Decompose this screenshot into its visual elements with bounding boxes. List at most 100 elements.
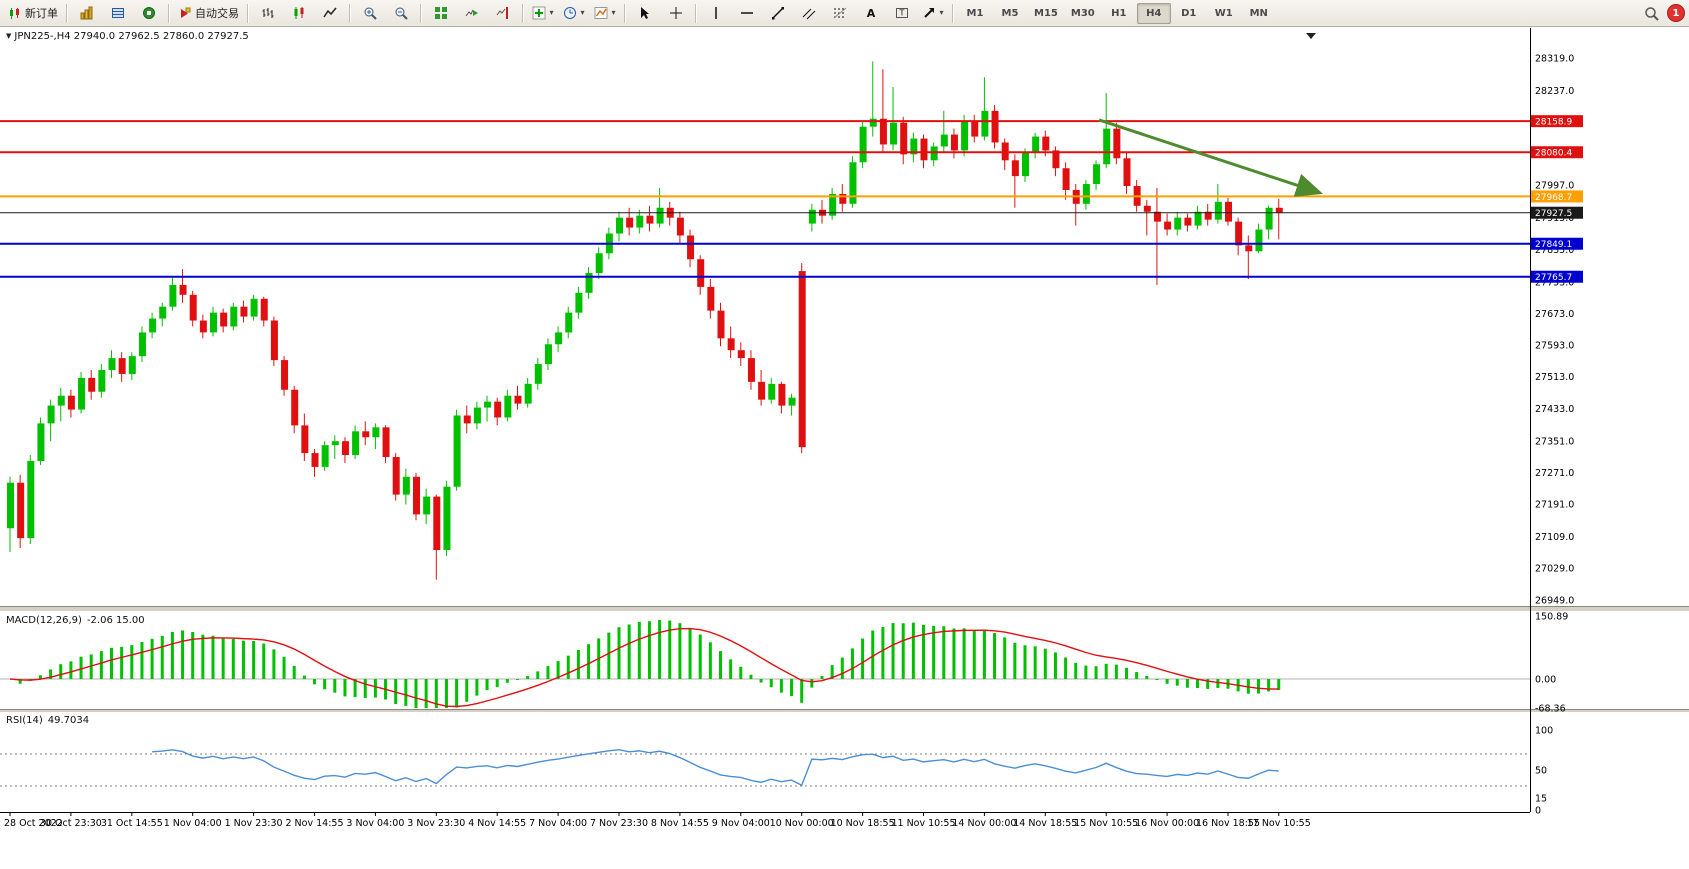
autotrading-button[interactable]: 自动交易 <box>174 1 243 25</box>
vertical-line-tool[interactable] <box>701 1 731 25</box>
candle <box>839 193 847 204</box>
tile-windows-button[interactable] <box>426 1 456 25</box>
time-axis-label: 14 Nov 00:00 <box>952 818 1016 829</box>
panel-splitter[interactable] <box>0 709 1689 713</box>
new-order-button[interactable]: 新订单 <box>4 1 62 25</box>
periods-button[interactable]: ▾ <box>559 1 589 25</box>
market-watch-icon <box>80 6 93 20</box>
candle <box>1123 158 1131 187</box>
notification-badge[interactable]: 1 <box>1667 4 1685 22</box>
candle <box>849 162 857 204</box>
timeframe-w1-button[interactable]: W1 <box>1214 7 1233 19</box>
crosshair-button[interactable] <box>661 1 691 25</box>
candle <box>646 215 654 224</box>
price-axis-label: 27593.0 <box>1535 341 1574 352</box>
candle <box>1052 150 1060 169</box>
time-axis-label: 1 Nov 23:30 <box>225 818 283 829</box>
candle <box>423 496 431 515</box>
candles-layer <box>7 61 1283 580</box>
horizontal-line-tool[interactable] <box>732 1 762 25</box>
fibonacci-icon <box>833 7 847 19</box>
candle <box>240 306 248 317</box>
candle <box>484 401 492 408</box>
svg-text:T: T <box>899 9 905 18</box>
timeframe-m1-button[interactable]: M1 <box>966 7 984 19</box>
candle <box>717 310 725 339</box>
navigator-icon <box>143 7 155 19</box>
periods-clock-icon <box>564 7 577 19</box>
auto-scroll-button[interactable] <box>457 1 487 25</box>
candle <box>565 312 573 333</box>
chevron-down-icon: ▾ <box>611 8 616 17</box>
candle <box>687 235 695 260</box>
market-watch-button[interactable] <box>72 1 102 25</box>
text-tool[interactable]: A <box>856 1 886 25</box>
channel-tool[interactable] <box>794 1 824 25</box>
candle <box>656 207 664 224</box>
chart-canvas[interactable]: 28319.028237.027997.027915.027835.027753… <box>0 28 1689 869</box>
zoom-in-button[interactable] <box>355 1 385 25</box>
trendline-tool[interactable] <box>763 1 793 25</box>
timeframe-h1-button[interactable]: H1 <box>1111 7 1127 19</box>
chart-candles-button[interactable] <box>284 1 314 25</box>
price-tag-label: 28158.9 <box>1535 118 1572 128</box>
candle <box>1275 207 1283 213</box>
search-button[interactable] <box>1636 1 1666 25</box>
candle <box>1022 152 1029 177</box>
cursor-button[interactable] <box>630 1 660 25</box>
text-label-icon: T <box>896 8 908 18</box>
timeframe-m5-button[interactable]: M5 <box>1001 7 1019 19</box>
rsi-axis-label: 50 <box>1535 766 1547 777</box>
data-window-button[interactable] <box>103 1 133 25</box>
candle <box>788 397 796 406</box>
timeframe-mn-button[interactable]: MN <box>1249 7 1268 19</box>
price-axis-label: 27351.0 <box>1535 436 1574 447</box>
candle <box>1062 168 1070 190</box>
navigator-button[interactable] <box>134 1 164 25</box>
candle <box>1143 205 1151 212</box>
label-tool[interactable]: T <box>887 1 917 25</box>
candle <box>189 294 197 321</box>
separator <box>420 3 422 23</box>
chart-window[interactable]: 28319.028237.027997.027915.027835.027753… <box>0 28 1689 869</box>
chart-shift-button[interactable] <box>488 1 518 25</box>
separator <box>168 3 170 23</box>
candle <box>260 298 268 321</box>
indicators-button[interactable]: ▾ <box>528 1 558 25</box>
candle <box>78 377 86 410</box>
price-axis-label: 28237.0 <box>1535 86 1574 97</box>
horizontal-line-icon <box>741 12 753 14</box>
chart-menu-icon[interactable] <box>1306 33 1316 39</box>
data-window-icon <box>112 8 124 18</box>
candle <box>697 259 705 287</box>
zoom-out-button[interactable] <box>386 1 416 25</box>
time-axis-label: 31 Oct 14:55 <box>101 818 163 829</box>
shapes-tool[interactable]: ▾ <box>918 1 948 25</box>
timeframe-d1-button[interactable]: D1 <box>1181 7 1197 19</box>
candle <box>555 332 563 345</box>
indicators-icon <box>532 6 546 20</box>
time-axis-label: 28 Oct 2022 <box>4 818 63 829</box>
panel-splitter[interactable] <box>0 606 1689 612</box>
timeframe-h4-button[interactable]: H4 <box>1136 2 1171 24</box>
chart-background[interactable] <box>0 28 1689 869</box>
chart-line-button[interactable] <box>315 1 345 25</box>
candle <box>433 496 441 551</box>
candle <box>37 423 45 461</box>
candle <box>910 138 918 155</box>
svg-text:A: A <box>867 7 876 20</box>
candle <box>1174 217 1182 230</box>
candle <box>879 118 887 145</box>
timeframe-m30-button[interactable]: M30 <box>1070 7 1095 19</box>
price-tag <box>1531 190 1583 203</box>
templates-button[interactable]: ▾ <box>590 1 620 25</box>
timeframe-m15-button[interactable]: M15 <box>1034 7 1058 19</box>
fibonacci-tool[interactable] <box>825 1 855 25</box>
candle <box>626 217 634 228</box>
candle <box>1042 136 1050 151</box>
candle <box>149 318 157 333</box>
time-axis-label: 4 Nov 14:55 <box>468 818 526 829</box>
chart-bars-button[interactable] <box>253 1 283 25</box>
trend-arrow[interactable] <box>1098 118 1324 197</box>
price-axis-label: 27433.0 <box>1535 404 1574 415</box>
